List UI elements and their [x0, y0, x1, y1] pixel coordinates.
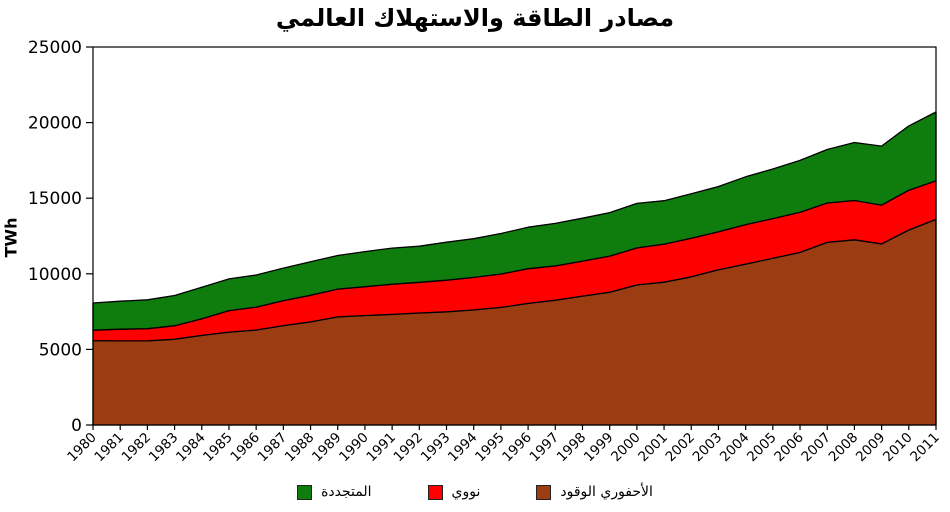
x-tick-label: 1993: [418, 430, 454, 466]
y-tick-label: 10000: [28, 265, 82, 285]
chart-title: مصادر الطاقة والاستهلاك العالمي: [275, 4, 675, 32]
x-tick-label: 1980: [64, 430, 100, 466]
y-tick-label: 20000: [28, 114, 82, 134]
legend-entry-fossil: الأحفوري الوقود: [536, 484, 653, 500]
legend-swatch-nuclear: [427, 484, 443, 500]
legend-label-fossil: الأحفوري الوقود: [560, 484, 653, 500]
x-tick-label: 2004: [717, 430, 753, 466]
y-tick-label: 15000: [28, 189, 82, 209]
y-tick-label: 0: [71, 416, 82, 436]
x-tick-label: 1988: [282, 430, 318, 466]
x-tick-label: 2010: [880, 430, 916, 466]
x-tick-label: 2008: [826, 430, 862, 466]
x-tick-label: 1991: [363, 430, 399, 466]
x-tick-label: 2007: [798, 430, 834, 466]
x-tick-label: 2011: [907, 430, 943, 466]
x-tick-label: 2002: [662, 430, 698, 466]
x-tick-label: 1981: [91, 430, 127, 466]
x-tick-label: 1984: [173, 430, 209, 466]
legend-label-renewables: المتجددة: [321, 484, 372, 500]
x-tick-label: 1990: [336, 430, 372, 466]
x-tick-label: 1983: [146, 430, 182, 466]
legend-label-nuclear: نووي: [451, 484, 481, 500]
x-tick-label: 1985: [200, 430, 236, 466]
legend-entry-renewables: المتجددة: [297, 484, 372, 500]
x-tick-label: 1996: [499, 430, 535, 466]
x-tick-label: 1994: [445, 430, 481, 466]
legend-swatch-renewables: [297, 484, 313, 500]
legend-entry-nuclear: نووي: [427, 484, 481, 500]
x-tick-label: 1989: [309, 430, 345, 466]
x-tick-label: 1986: [227, 430, 263, 466]
legend-swatch-fossil: [536, 484, 552, 500]
chart-legend: المتجددة نووي الأحفوري الوقود: [0, 484, 950, 500]
x-tick-label: 2005: [744, 430, 780, 466]
x-tick-label: 2006: [771, 430, 807, 466]
x-tick-label: 1998: [554, 430, 590, 466]
x-tick-label: 1995: [472, 430, 508, 466]
x-tick-label: 2009: [853, 430, 889, 466]
y-tick-label: 5000: [39, 340, 82, 360]
x-tick-label: 2001: [635, 430, 671, 466]
x-tick-label: 1982: [119, 430, 155, 466]
plot-frame: [92, 46, 937, 426]
x-tick-label: 1992: [391, 430, 427, 466]
x-tick-label: 1997: [527, 430, 563, 466]
x-tick-label: 2000: [608, 430, 644, 466]
x-tick-label: 2003: [690, 430, 726, 466]
x-tick-label: 1987: [255, 430, 291, 466]
x-tick-label: 1999: [581, 430, 617, 466]
y-tick-label: 25000: [28, 38, 82, 58]
